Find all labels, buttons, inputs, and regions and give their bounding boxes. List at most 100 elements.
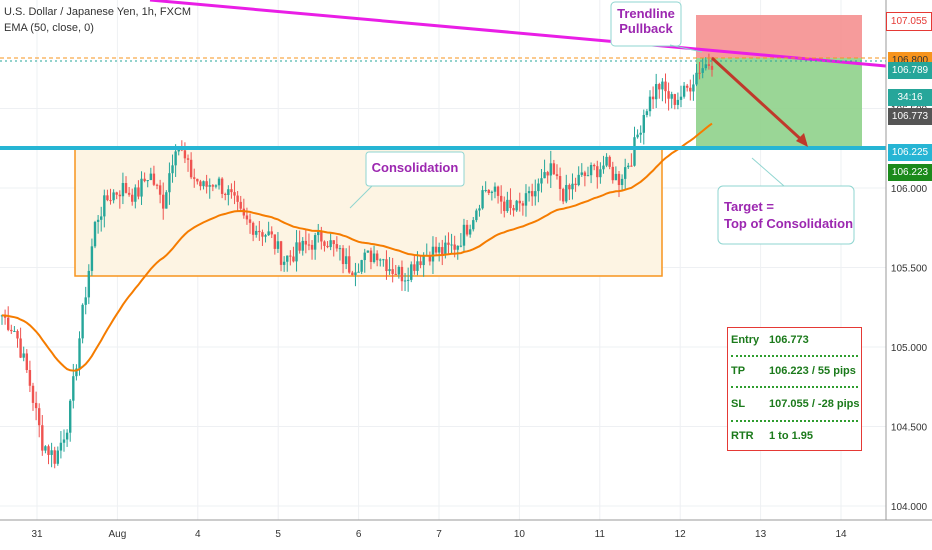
candle-body xyxy=(115,192,118,195)
candle-body xyxy=(465,224,469,235)
candle-body xyxy=(292,256,295,262)
candle-body xyxy=(555,174,559,177)
candle-body xyxy=(341,248,345,265)
candle-body xyxy=(118,194,122,197)
consolidation-label: Consolidation xyxy=(371,160,459,175)
candle-body xyxy=(382,259,385,261)
candle-body xyxy=(251,222,255,235)
candle-body xyxy=(444,242,447,255)
candle-body xyxy=(546,172,549,176)
candle-body xyxy=(140,178,143,197)
time-axis[interactable]: 31 Aug 4 5 6 7 10 11 12 13 14 xyxy=(31,529,847,540)
candle-body xyxy=(3,315,7,318)
candle-body xyxy=(574,183,577,186)
candle-body xyxy=(453,244,456,250)
candle-body xyxy=(468,229,472,235)
trade-summary-table: Entry 106.773 TP 106.223 / 55 pips SL 107.0… xyxy=(727,327,862,451)
candle-body xyxy=(320,231,323,242)
candle-body xyxy=(450,244,453,246)
candle-body xyxy=(351,272,354,276)
candle-body xyxy=(540,178,543,184)
time-tick-label: Aug xyxy=(109,529,127,540)
candle-body xyxy=(255,230,258,235)
target-arrow xyxy=(710,56,808,146)
candle-body xyxy=(261,232,264,237)
candle-body xyxy=(552,163,556,175)
row-divider xyxy=(731,420,858,422)
price-tick-label: 104.000 xyxy=(891,502,928,513)
candle-body xyxy=(96,219,100,222)
candle-body xyxy=(69,400,72,433)
candle-body xyxy=(53,450,56,464)
candle-body xyxy=(56,450,60,464)
time-tick-label: 4 xyxy=(195,529,201,540)
candle-body xyxy=(577,174,580,186)
candle-body xyxy=(568,184,571,190)
candle-body xyxy=(205,181,208,187)
candle-body xyxy=(44,446,47,451)
candle-body xyxy=(25,353,29,371)
candle-body xyxy=(366,250,370,253)
candle-body xyxy=(93,221,97,247)
candle-body xyxy=(75,368,78,377)
candle-body xyxy=(698,72,701,74)
ema-50-line xyxy=(1,122,713,372)
candle-body xyxy=(406,279,410,281)
candle-body xyxy=(403,280,407,282)
candle-body xyxy=(642,114,645,133)
candle-body xyxy=(509,199,512,209)
candle-body xyxy=(400,266,404,282)
candle-body xyxy=(165,192,168,209)
sl-row: SL 107.055 / -28 pips xyxy=(731,398,860,410)
candle-body xyxy=(385,259,388,272)
candle-body xyxy=(360,260,363,272)
candle-body xyxy=(462,224,466,246)
candle-body xyxy=(329,240,332,248)
row-divider xyxy=(731,386,858,388)
candle-body xyxy=(431,246,435,262)
candle-body xyxy=(183,150,187,159)
candle-body xyxy=(490,191,494,194)
candle-body xyxy=(230,189,233,193)
candle-body xyxy=(19,338,22,358)
candle-body xyxy=(248,219,252,223)
candle-body xyxy=(193,177,196,179)
trendline-pullback-label: Trendline Pullback xyxy=(617,6,675,36)
candle-body xyxy=(496,186,500,196)
candle-body xyxy=(499,195,503,202)
candle-body xyxy=(521,203,525,206)
price-tag: 34:16 xyxy=(888,88,932,106)
candle-body xyxy=(84,297,87,305)
candle-body xyxy=(422,256,425,266)
candle-body xyxy=(168,173,171,193)
candle-body xyxy=(41,425,44,451)
candle-body xyxy=(220,178,224,194)
candle-body xyxy=(10,329,13,332)
candle-body xyxy=(16,331,19,339)
candle-body xyxy=(506,199,509,212)
candle-body xyxy=(276,241,280,249)
candle-body xyxy=(617,173,621,186)
candle-body xyxy=(326,245,329,248)
price-tag: 107.055 xyxy=(886,11,932,31)
candle-body xyxy=(87,270,91,298)
candle-body xyxy=(22,353,25,358)
price-tag: 106.789 xyxy=(888,61,932,79)
candle-body xyxy=(623,167,627,179)
ema-indicator-label[interactable]: EMA (50, close, 0) xyxy=(4,22,94,34)
candle-body xyxy=(289,255,292,257)
candle-body xyxy=(565,184,568,202)
candle-body xyxy=(131,194,134,202)
price-tick-label: 105.500 xyxy=(891,264,928,275)
candle-body xyxy=(608,156,611,167)
candle-body xyxy=(599,169,602,178)
time-tick-label: 6 xyxy=(356,529,362,540)
candle-body xyxy=(34,402,38,409)
candle-body xyxy=(264,235,267,237)
candle-body xyxy=(214,185,218,187)
candle-body xyxy=(571,183,574,190)
candle-body xyxy=(416,261,419,271)
candle-body xyxy=(62,439,66,443)
time-tick-label: 5 xyxy=(275,529,281,540)
